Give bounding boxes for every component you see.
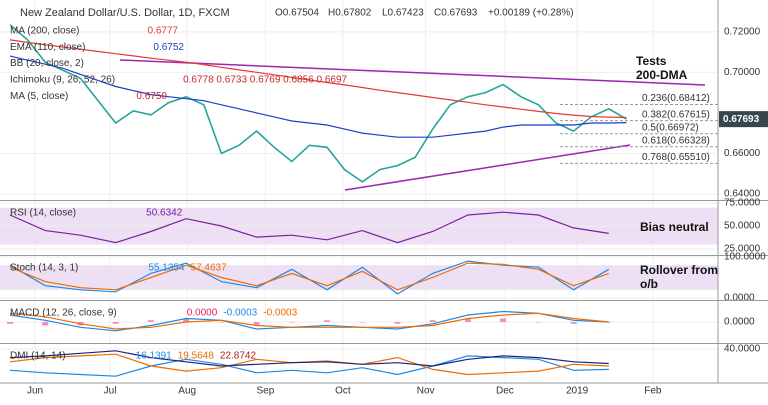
fib-label: 0.5(0.66972): [642, 122, 699, 133]
y-tick-label: 0.72000: [724, 26, 761, 37]
close: C0.67693: [434, 8, 478, 19]
series-line: [9, 39, 627, 119]
histogram-bar: [42, 322, 49, 326]
y-tick-label: 75.0000: [724, 198, 761, 209]
legend-value: 16.1391: [136, 351, 173, 362]
trendline: [344, 144, 631, 191]
histogram-bar: [500, 318, 507, 322]
legend-value: -0.0003: [223, 308, 257, 319]
y-tick-label: 0.70000: [724, 67, 761, 78]
fib-label: 0.768(0.65510): [642, 152, 710, 163]
change: +0.00189 (+0.28%): [488, 8, 574, 19]
legend-value: 0.6777: [147, 26, 178, 37]
x-tick-label: Sep: [256, 386, 274, 397]
series-line: [9, 262, 609, 291]
histogram-bar: [535, 322, 542, 323]
x-tick-label: 2019: [566, 386, 589, 397]
x-tick-label: Oct: [335, 386, 351, 397]
histogram-bar: [394, 322, 401, 324]
legend-value: 0.6750: [136, 91, 167, 102]
x-tick-label: Feb: [644, 386, 662, 397]
x-tick-label: Jun: [27, 386, 43, 397]
series-line: [9, 310, 609, 332]
legend-value: 19.5648: [178, 351, 215, 362]
legend-value: -0.0003: [263, 308, 297, 319]
annotation: Bias neutral: [640, 220, 709, 234]
price-label: 0.67693: [723, 114, 760, 125]
histogram-bar: [605, 322, 612, 323]
series-line: [9, 24, 627, 183]
low: L0.67423: [382, 8, 424, 19]
histogram-bar: [112, 322, 119, 324]
y-tick-label: 100.0000: [724, 252, 766, 263]
series-line: [9, 55, 627, 138]
fib-label: 0.618(0.66328): [642, 135, 710, 146]
histogram-bar: [429, 320, 436, 322]
y-tick-label: 0.66000: [724, 148, 761, 159]
histogram-bar: [253, 322, 260, 326]
histogram-bar: [218, 322, 225, 323]
legend-value: 55.1354: [148, 263, 185, 274]
legend-value: 0.0000: [187, 308, 218, 319]
panel-title: Stoch (14, 3, 1): [10, 263, 78, 274]
legend-value: 57.4637: [191, 263, 228, 274]
trendline: [119, 59, 706, 86]
price-label-bg: [719, 111, 768, 128]
histogram-bar: [7, 322, 14, 324]
legend-name: MA (5, close): [10, 91, 68, 102]
panel-title: RSI (14, close): [10, 208, 76, 219]
legend-name: BB (20, close, 2): [10, 58, 84, 69]
symbol-title: New Zealand Dollar/U.S. Dollar, 1D, FXCM: [20, 7, 230, 19]
histogram-bar: [183, 318, 190, 322]
panel-title: MACD (12, 26, close, 9): [10, 308, 117, 319]
x-tick-label: Jul: [104, 386, 117, 397]
y-tick-label: 25.0000: [724, 244, 761, 255]
annotation: Tests 200-DMA: [636, 54, 688, 82]
series-line: [9, 350, 609, 367]
x-tick-label: Nov: [417, 386, 435, 397]
fib-label: 0.382(0.67615): [642, 109, 710, 120]
legend-name: MA (200, close): [10, 26, 79, 37]
y-tick-label: 0.0000: [724, 317, 755, 328]
open: O0.67504: [275, 8, 319, 19]
x-tick-label: Dec: [496, 386, 514, 397]
high: H0.67802: [328, 8, 372, 19]
x-tick-label: Aug: [178, 386, 196, 397]
series-line: [9, 211, 609, 244]
header: New Zealand Dollar/U.S. Dollar, 1D, FXCM…: [20, 7, 574, 19]
panel-title: DMI (14, 14): [10, 351, 66, 362]
histogram-bar: [324, 320, 331, 322]
legend-value: 0.6778 0.6733 0.6769 0.6856 0.6697: [183, 75, 347, 86]
legend-name: EMA (110, close): [10, 42, 85, 53]
series-line: [9, 355, 609, 377]
legend-value: 0.6752: [153, 42, 184, 53]
legend-value: 50.6342: [146, 208, 183, 219]
histogram-bar: [464, 318, 471, 322]
y-tick-label: 50.0000: [724, 221, 761, 232]
histogram-bar: [288, 322, 295, 323]
fib-label: 0.236(0.68412): [642, 93, 710, 104]
y-tick-label: 40.0000: [724, 344, 761, 355]
legend-name: Ichimoku (9, 26, 52, 26): [10, 75, 115, 86]
y-tick-label: 0.64000: [724, 189, 761, 200]
histogram-bar: [359, 322, 366, 323]
series-line: [9, 312, 609, 330]
legend-value: 22.8742: [220, 351, 257, 362]
annotation: Rollover from o/b: [640, 263, 718, 291]
histogram-bar: [570, 322, 577, 324]
y-tick-label: 0.0000: [724, 293, 755, 304]
histogram-bar: [147, 320, 154, 322]
